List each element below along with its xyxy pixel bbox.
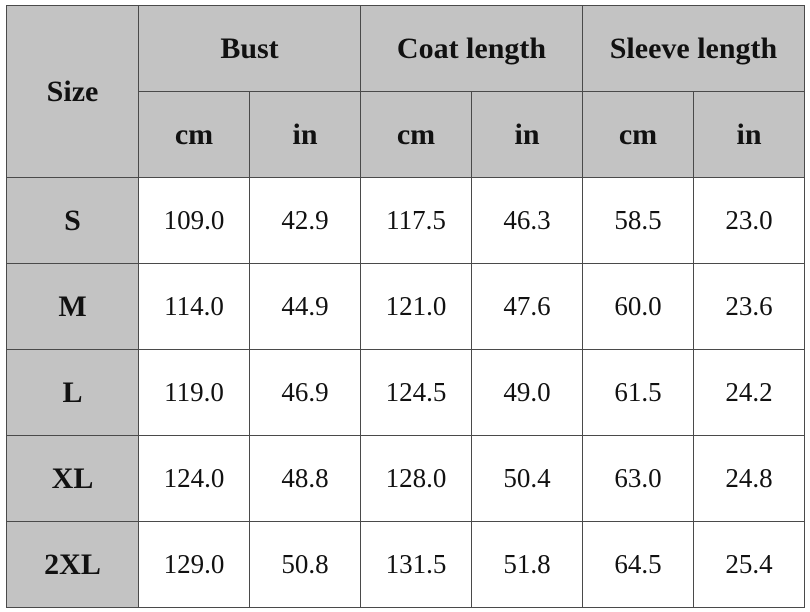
group-header: Sleeve length <box>582 5 805 92</box>
measurement: 23.0 <box>693 177 805 264</box>
size-label: 2XL <box>6 521 139 608</box>
measurement: 42.9 <box>249 177 361 264</box>
measurement: 48.8 <box>249 435 361 522</box>
measurement: 109.0 <box>138 177 250 264</box>
measurement: 131.5 <box>360 521 472 608</box>
size-header: Size <box>6 5 139 178</box>
measurement: 25.4 <box>693 521 805 608</box>
size-label: M <box>6 263 139 350</box>
measurement: 63.0 <box>582 435 694 522</box>
measurement: 49.0 <box>471 349 583 436</box>
measurement: 58.5 <box>582 177 694 264</box>
measurement: 129.0 <box>138 521 250 608</box>
measurement: 24.2 <box>693 349 805 436</box>
size-label: XL <box>6 435 139 522</box>
measurement: 23.6 <box>693 263 805 350</box>
measurement: 50.4 <box>471 435 583 522</box>
unit-header: cm <box>360 91 472 178</box>
measurement: 114.0 <box>138 263 250 350</box>
measurement: 64.5 <box>582 521 694 608</box>
unit-header: in <box>249 91 361 178</box>
measurement: 124.5 <box>360 349 472 436</box>
measurement: 60.0 <box>582 263 694 350</box>
measurement: 24.8 <box>693 435 805 522</box>
measurement: 117.5 <box>360 177 472 264</box>
unit-header: in <box>693 91 805 178</box>
measurement: 50.8 <box>249 521 361 608</box>
measurement: 46.3 <box>471 177 583 264</box>
measurement: 121.0 <box>360 263 472 350</box>
size-label: L <box>6 349 139 436</box>
unit-header: cm <box>138 91 250 178</box>
group-header: Bust <box>138 5 361 92</box>
measurement: 51.8 <box>471 521 583 608</box>
unit-header: cm <box>582 91 694 178</box>
measurement: 124.0 <box>138 435 250 522</box>
group-header: Coat length <box>360 5 583 92</box>
measurement: 61.5 <box>582 349 694 436</box>
measurement: 46.9 <box>249 349 361 436</box>
size-label: S <box>6 177 139 264</box>
measurement: 44.9 <box>249 263 361 350</box>
unit-header: in <box>471 91 583 178</box>
measurement: 119.0 <box>138 349 250 436</box>
measurement: 47.6 <box>471 263 583 350</box>
measurement: 128.0 <box>360 435 472 522</box>
